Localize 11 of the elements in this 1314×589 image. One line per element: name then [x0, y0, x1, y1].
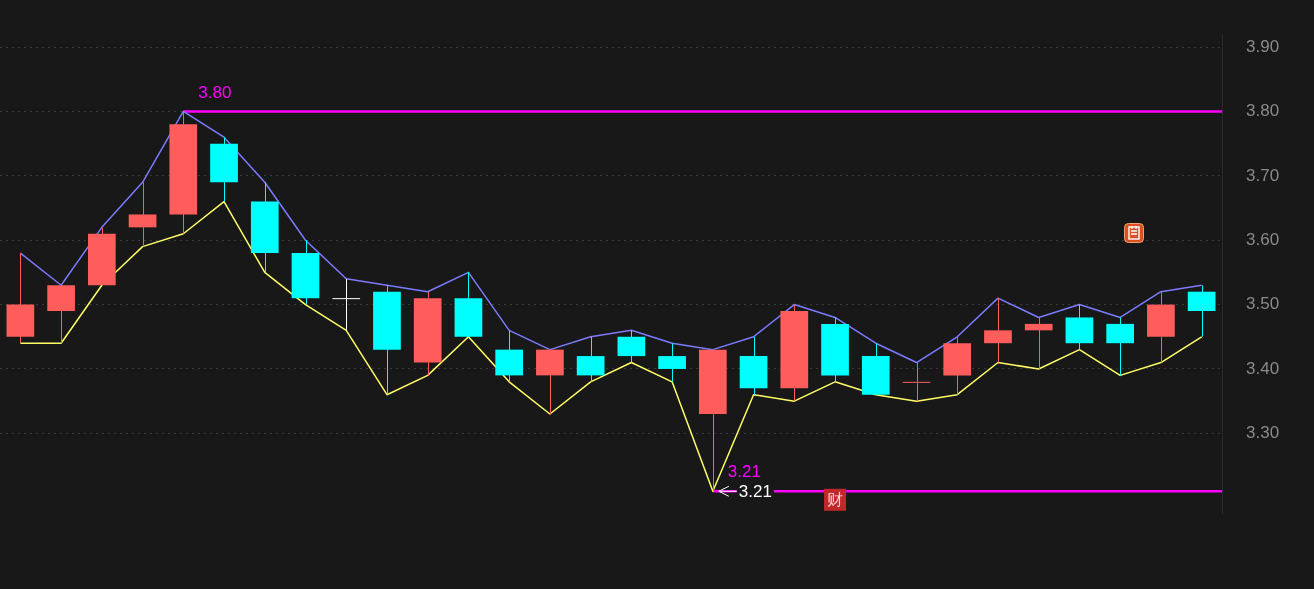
- annotation: 财: [827, 489, 844, 509]
- y-tick-label: 3.50: [1246, 294, 1280, 314]
- ref-line-label: 3.80: [198, 82, 232, 102]
- annotation: 3.21: [738, 481, 772, 501]
- y-tick-label: 3.80: [1246, 101, 1280, 121]
- y-tick-label: 3.70: [1246, 165, 1280, 185]
- ref-line-label: 3.21: [727, 462, 761, 482]
- y-tick-label: 3.60: [1246, 229, 1280, 249]
- y-tick-label: 3.90: [1246, 36, 1280, 56]
- y-tick-label: 3.40: [1246, 358, 1280, 378]
- y-tick-label: 3.30: [1246, 423, 1280, 443]
